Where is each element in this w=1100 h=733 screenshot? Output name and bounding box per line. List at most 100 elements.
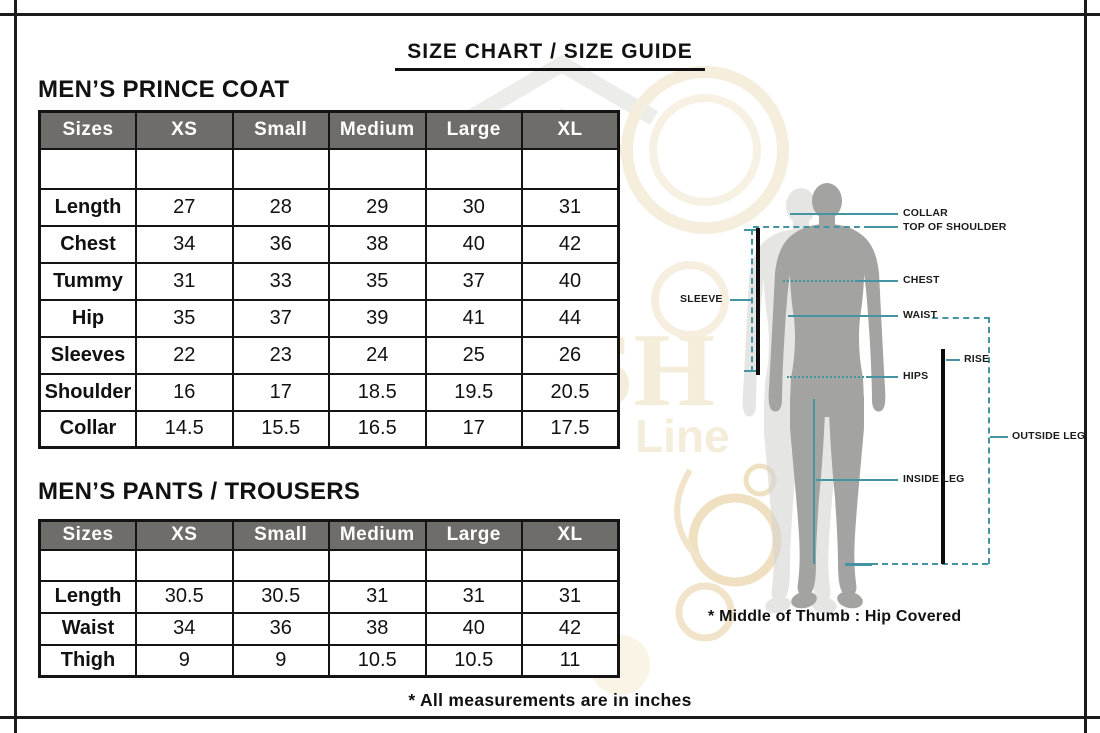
row-label: Sleeves bbox=[38, 335, 137, 375]
frame-right-line bbox=[1084, 0, 1087, 733]
value-cell: 14.5 bbox=[135, 409, 234, 449]
value-cell: 37 bbox=[424, 261, 523, 301]
rise-connector bbox=[946, 359, 960, 361]
watermark-ornament-icon bbox=[651, 261, 729, 339]
row-label: Chest bbox=[38, 224, 137, 264]
value-cell: 35 bbox=[135, 298, 234, 338]
value-cell: 44 bbox=[521, 298, 620, 338]
value-cell: 24 bbox=[328, 335, 427, 375]
value-cell: 28 bbox=[231, 187, 330, 227]
value-cell: 16.5 bbox=[328, 409, 427, 449]
value-cell: 19.5 bbox=[424, 372, 523, 412]
value-cell: 23 bbox=[231, 335, 330, 375]
row-label: Hip bbox=[38, 298, 137, 338]
row-label: Thigh bbox=[38, 643, 137, 678]
column-header: Large bbox=[424, 110, 523, 150]
value-cell: 31 bbox=[328, 579, 427, 614]
value-cell: 33 bbox=[231, 261, 330, 301]
row-label: Tummy bbox=[38, 261, 137, 301]
value-cell: 36 bbox=[231, 224, 330, 264]
coat-size-table: Sizes XS Small Medium Large XL Length 27 28 29 30 3… bbox=[38, 110, 620, 449]
column-header: XL bbox=[521, 110, 620, 150]
row-label: Shoulder bbox=[38, 372, 137, 412]
pants-section-title: MEN’S PANTS / TROUSERS bbox=[38, 478, 361, 505]
coat-section-title: MEN’S PRINCE COAT bbox=[38, 76, 290, 103]
value-cell: 31 bbox=[521, 579, 620, 614]
value-cell: 20.5 bbox=[521, 372, 620, 412]
sleeve-connector bbox=[730, 299, 753, 301]
diagram-note: * Middle of Thumb : Hip Covered bbox=[708, 608, 962, 625]
row-label: Length bbox=[38, 187, 137, 227]
value-cell: 10.5 bbox=[328, 643, 427, 678]
value-cell: 25 bbox=[424, 335, 523, 375]
watermark-crest-ring-icon bbox=[649, 94, 761, 206]
inside-leg-line bbox=[816, 479, 898, 481]
empty-cell bbox=[424, 548, 523, 582]
table-row: Sleeves 22 23 24 25 26 bbox=[38, 335, 620, 375]
waist-extension-dashed bbox=[932, 317, 990, 319]
outside-leg-label: OUTSIDE LEG bbox=[1012, 430, 1086, 442]
watermark-swirl-icon bbox=[674, 468, 703, 563]
value-cell: 40 bbox=[521, 261, 620, 301]
value-cell: 42 bbox=[521, 224, 620, 264]
value-cell: 41 bbox=[424, 298, 523, 338]
table-row: Waist 34 36 38 40 42 bbox=[38, 611, 620, 646]
table-header-row: Sizes XS Small Medium Large XL bbox=[38, 110, 620, 150]
value-cell: 16 bbox=[135, 372, 234, 412]
table-empty-row bbox=[38, 548, 620, 582]
watermark-brand-text: Line bbox=[635, 410, 730, 462]
empty-cell bbox=[38, 548, 137, 582]
column-header: Small bbox=[231, 110, 330, 150]
row-label: Waist bbox=[38, 611, 137, 646]
empty-cell bbox=[231, 147, 330, 190]
column-header: Medium bbox=[328, 110, 427, 150]
table-row: Collar 14.5 15.5 16.5 17 17.5 bbox=[38, 409, 620, 449]
value-cell: 34 bbox=[135, 224, 234, 264]
value-cell: 11 bbox=[521, 643, 620, 678]
column-header: Large bbox=[424, 519, 523, 551]
empty-cell bbox=[521, 548, 620, 582]
outside-leg-connector bbox=[990, 436, 1008, 438]
empty-cell bbox=[135, 548, 234, 582]
sleeve-label: SLEEVE bbox=[680, 293, 723, 305]
value-cell: 38 bbox=[328, 224, 427, 264]
value-cell: 35 bbox=[328, 261, 427, 301]
column-header: XS bbox=[135, 110, 234, 150]
table-row: Chest 34 36 38 40 42 bbox=[38, 224, 620, 264]
value-cell: 26 bbox=[521, 335, 620, 375]
value-cell: 17 bbox=[424, 409, 523, 449]
inside-leg-label: INSIDE LEG bbox=[903, 473, 965, 485]
value-cell: 31 bbox=[135, 261, 234, 301]
value-cell: 9 bbox=[135, 643, 234, 678]
value-cell: 38 bbox=[328, 611, 427, 646]
value-cell: 17.5 bbox=[521, 409, 620, 449]
column-header: Medium bbox=[328, 519, 427, 551]
outside-leg-bottom-dashed bbox=[872, 563, 988, 565]
frame-top-line bbox=[0, 13, 1100, 16]
column-header: XL bbox=[521, 519, 620, 551]
column-header: Small bbox=[231, 519, 330, 551]
table-row: Shoulder 16 17 18.5 19.5 20.5 bbox=[38, 372, 620, 412]
empty-cell bbox=[328, 147, 427, 190]
value-cell: 36 bbox=[231, 611, 330, 646]
value-cell: 39 bbox=[328, 298, 427, 338]
rise-label: RISE bbox=[964, 353, 990, 365]
hips-line-dotted bbox=[787, 376, 868, 378]
outside-leg-measure-bar bbox=[941, 349, 945, 564]
collar-line bbox=[790, 213, 898, 215]
empty-cell bbox=[424, 147, 523, 190]
chest-line bbox=[857, 280, 898, 282]
column-header: XS bbox=[135, 519, 234, 551]
column-header: Sizes bbox=[38, 519, 137, 551]
sleeve-measure-bar bbox=[756, 228, 760, 375]
frame-left-line bbox=[14, 0, 17, 733]
value-cell: 10.5 bbox=[424, 643, 523, 678]
top-of-shoulder-label: TOP OF SHOULDER bbox=[903, 221, 1007, 233]
value-cell: 40 bbox=[424, 224, 523, 264]
empty-cell bbox=[135, 147, 234, 190]
chest-line-dotted bbox=[783, 280, 857, 282]
row-label: Collar bbox=[38, 409, 137, 449]
empty-cell bbox=[328, 548, 427, 582]
value-cell: 31 bbox=[424, 579, 523, 614]
